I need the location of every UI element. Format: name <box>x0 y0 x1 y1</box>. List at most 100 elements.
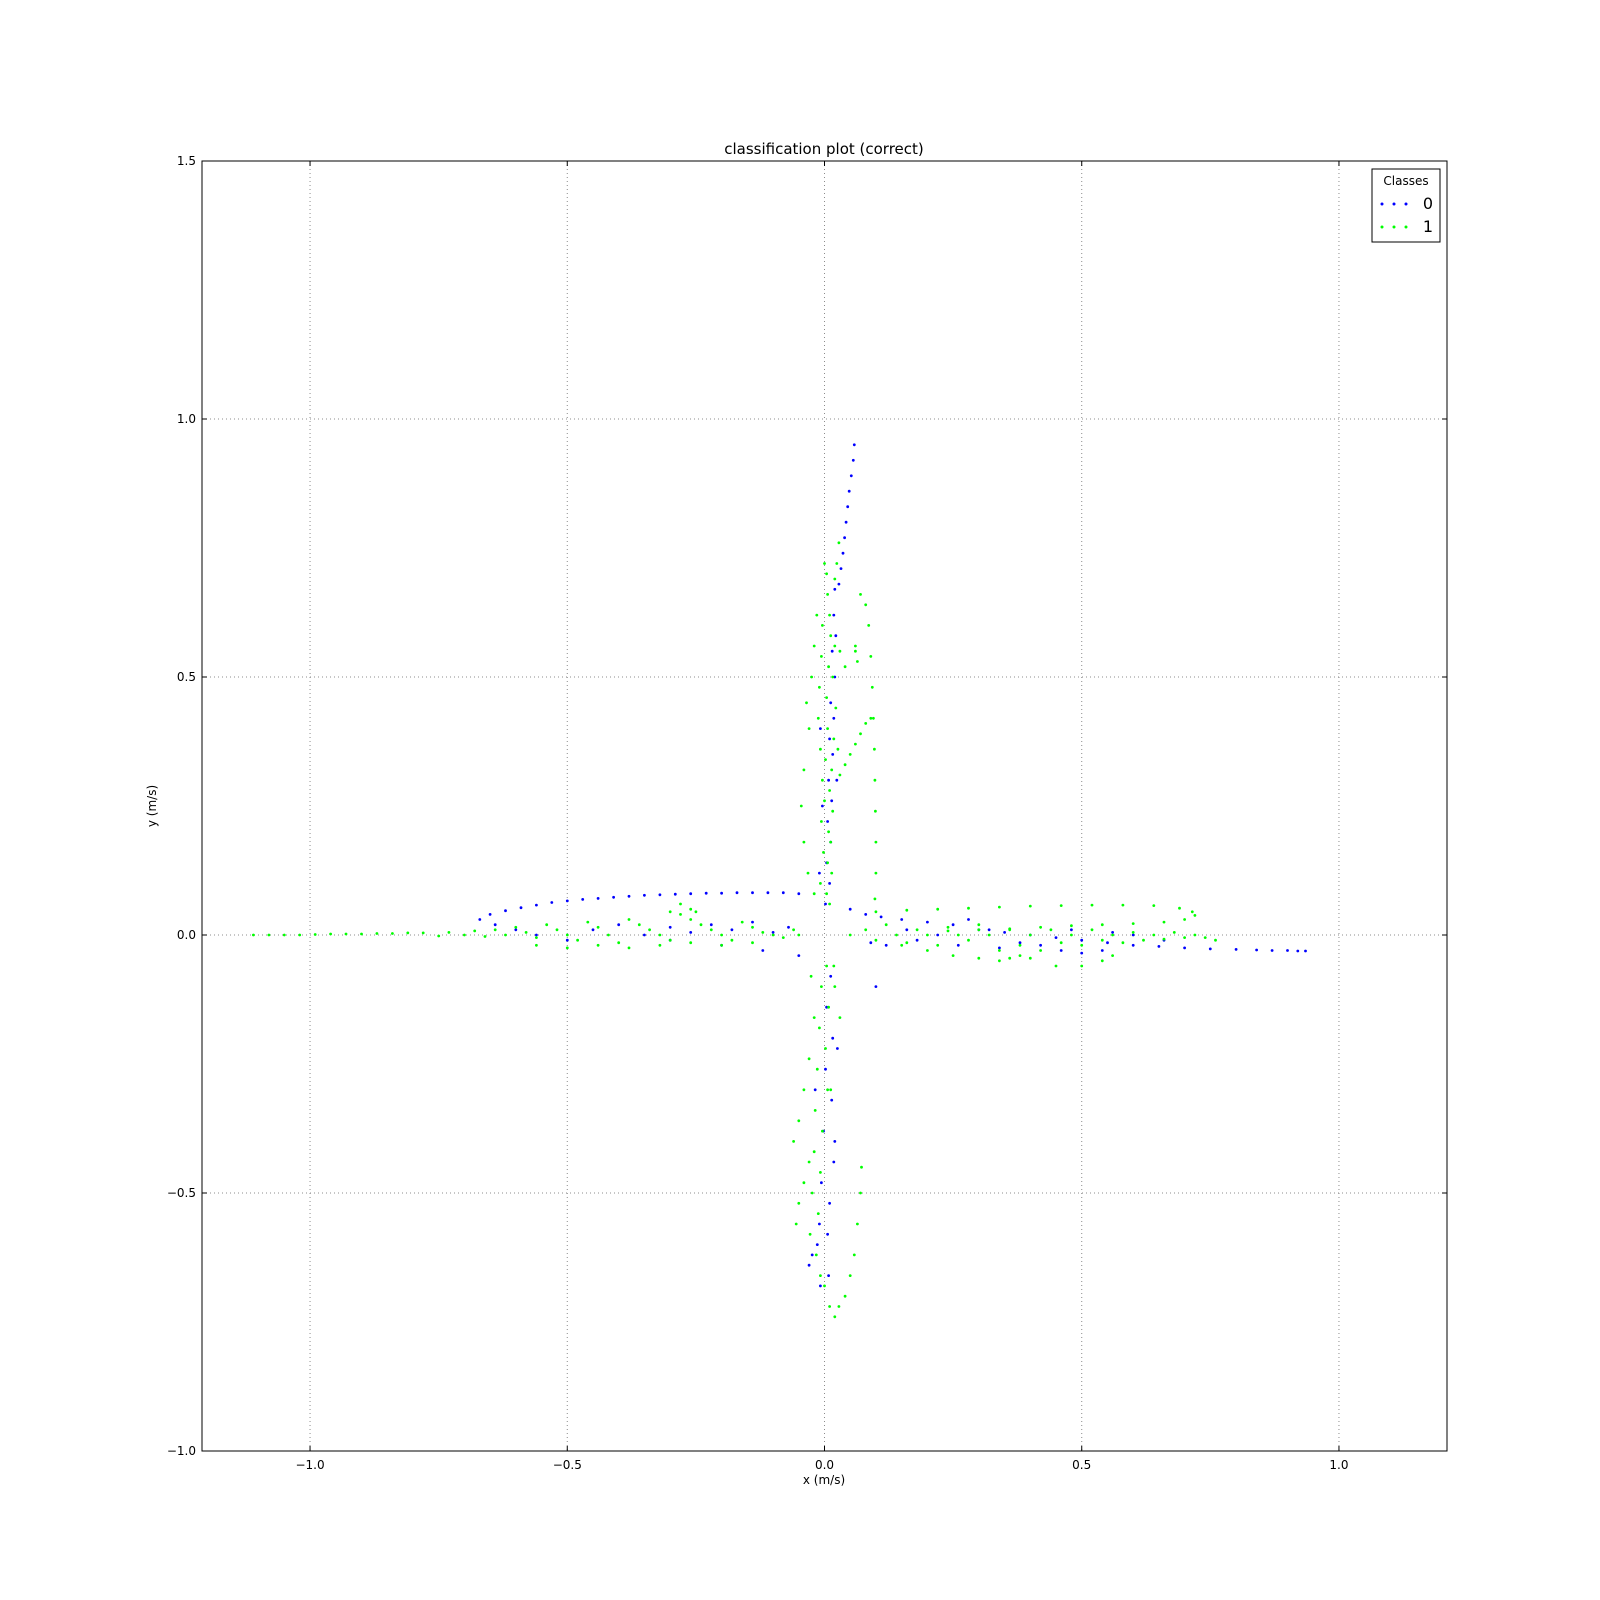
scatter-point-class-0 <box>810 1253 814 1257</box>
scatter-point-class-1 <box>1008 927 1012 931</box>
scatter-point-class-1 <box>809 974 813 978</box>
scatter-point-class-1 <box>831 809 835 813</box>
scatter-point-class-1 <box>812 644 816 648</box>
scatter-point-class-1 <box>524 931 528 934</box>
scatter-point-class-0 <box>1183 946 1186 950</box>
scatter-point-class-0 <box>956 943 960 947</box>
scatter-point-class-0 <box>627 894 631 898</box>
scatter-point-class-1 <box>797 1119 801 1123</box>
scatter-point-class-1 <box>821 778 824 782</box>
scatter-point-class-1 <box>807 1057 811 1061</box>
scatter-point-class-0 <box>826 820 829 823</box>
scatter-point-class-0 <box>730 928 734 932</box>
scatter-point-class-0 <box>900 918 904 921</box>
scatter-point-class-1 <box>977 928 981 932</box>
scatter-point-class-0 <box>849 474 853 478</box>
scatter-point-class-1 <box>836 747 840 751</box>
scatter-point-class-1 <box>1183 918 1186 921</box>
scatter-point-class-1 <box>252 933 255 937</box>
scatter-point-class-1 <box>837 1305 841 1308</box>
scatter-point-class-1 <box>819 882 822 885</box>
scatter-point-class-1 <box>830 768 834 772</box>
scatter-point-class-1 <box>864 928 868 932</box>
scatter-point-class-1 <box>1039 949 1042 952</box>
scatter-point-class-1 <box>1028 956 1032 960</box>
scatter-point-class-1 <box>1070 924 1073 928</box>
scatter-point-class-1 <box>1054 964 1058 968</box>
scatter-point-class-1 <box>694 910 698 914</box>
scatter-point-class-1 <box>824 1047 827 1050</box>
scatter-point-class-1 <box>870 685 874 689</box>
scatter-point-class-1 <box>535 943 538 947</box>
scatter-point-class-1 <box>1100 923 1104 927</box>
scatter-point-class-1 <box>751 925 754 929</box>
scatter-point-class-1 <box>835 562 839 565</box>
scatter-point-class-0 <box>824 1067 827 1071</box>
scatter-point-class-1 <box>967 906 970 910</box>
scatter-point-class-1 <box>848 1274 852 1277</box>
scatter-point-class-1 <box>810 1191 814 1195</box>
scatter-point-class-0 <box>797 892 801 896</box>
scatter-point-class-0 <box>884 943 888 947</box>
scatter-point-class-1 <box>1162 937 1166 941</box>
scatter-point-class-1 <box>627 946 631 950</box>
scatter-point-class-1 <box>998 949 1001 952</box>
scatter-point-class-0 <box>841 551 845 555</box>
scatter-point-class-0 <box>1018 941 1022 945</box>
scatter-point-class-1 <box>483 935 487 938</box>
scatter-point-class-1 <box>1193 914 1197 917</box>
scatter-point-class-0 <box>1131 943 1135 947</box>
scatter-point-class-0 <box>643 933 646 937</box>
scatter-point-class-1 <box>827 1005 830 1009</box>
scatter-point-class-0 <box>832 613 836 617</box>
scatter-point-class-1 <box>859 1191 862 1195</box>
scatter-point-class-0 <box>689 931 693 934</box>
scatter-point-class-0 <box>833 587 837 591</box>
scatter-point-class-0 <box>847 489 851 493</box>
scatter-point-class-0 <box>848 907 852 911</box>
scatter-point-class-0 <box>844 520 848 524</box>
scatter-point-class-1 <box>831 675 835 679</box>
scatter-point-class-1 <box>854 644 857 648</box>
scatter-point-class-0 <box>1131 933 1135 937</box>
scatter-point-class-1 <box>658 933 662 937</box>
scatter-point-class-0 <box>820 1181 823 1185</box>
scatter-point-class-1 <box>829 634 833 638</box>
scatter-point-class-0 <box>879 915 883 919</box>
scatter-point-class-0 <box>835 778 839 782</box>
scatter-point-class-1 <box>987 933 991 937</box>
scatter-point-class-1 <box>720 943 723 947</box>
scatter-point-class-1 <box>668 910 672 914</box>
scatter-point-class-0 <box>519 906 523 910</box>
scatter-point-class-0 <box>830 649 834 653</box>
scatter-point-class-1 <box>827 830 830 834</box>
scatter-point-class-1 <box>797 933 801 937</box>
scatter-point-class-1 <box>838 649 842 653</box>
scatter-point-class-1 <box>864 603 868 607</box>
scatter-point-class-0 <box>709 923 713 927</box>
scatter-point-class-1 <box>1162 920 1166 924</box>
scatter-point-class-1 <box>799 804 803 808</box>
scatter-point-class-0 <box>869 941 873 945</box>
scatter-point-class-1 <box>828 1305 831 1308</box>
scatter-point-class-1 <box>829 840 833 844</box>
scatter-point-class-0 <box>1054 936 1058 939</box>
scatter-point-class-1 <box>437 934 441 938</box>
scatter-point-class-1 <box>832 737 836 741</box>
legend-label-class-0: 0 <box>1423 194 1433 213</box>
scatter-point-class-0 <box>826 1232 829 1236</box>
scatter-point-class-1 <box>740 920 744 924</box>
scatter-point-class-1 <box>1018 943 1022 947</box>
scatter-point-class-1 <box>838 773 842 777</box>
y-tick-label: −1.0 <box>167 1444 196 1458</box>
scatter-point-class-1 <box>874 910 878 914</box>
scatter-point-class-1 <box>637 923 641 927</box>
scatter-point-class-1 <box>1080 964 1084 968</box>
scatter-point-class-1 <box>936 907 940 911</box>
scatter-point-class-1 <box>421 931 425 935</box>
scatter-point-class-1 <box>586 920 590 924</box>
scatter-point-class-0 <box>1111 931 1114 934</box>
scatter-point-class-0 <box>936 933 940 937</box>
scatter-point-class-0 <box>874 985 878 988</box>
